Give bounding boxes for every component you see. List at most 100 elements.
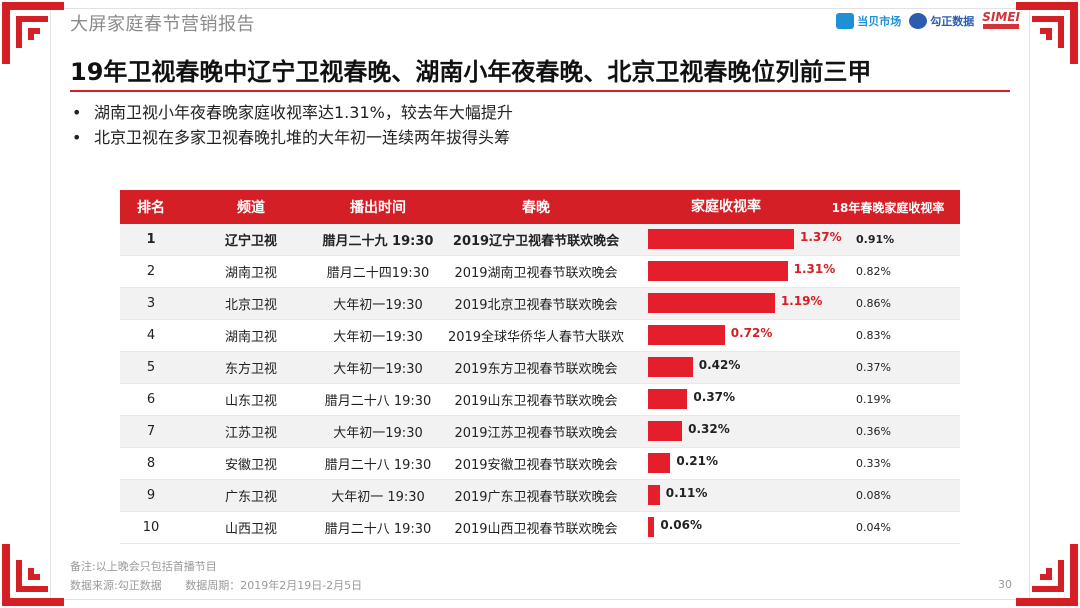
- rating-bar: [648, 357, 693, 377]
- table-row: 7 江苏卫视 大年初一19:30 2019江苏卫视春节联欢晚会 0.32% 0.36%: [120, 416, 960, 448]
- time-cell: 腊月二十九 19:30: [322, 234, 434, 249]
- rating-bar: [648, 325, 725, 345]
- rating-label: 0.06%: [660, 518, 703, 532]
- prev-rating-cell: 0.19%: [856, 393, 891, 406]
- rating-cell: 1.31%: [636, 256, 835, 287]
- channel-cell: 东方卫视: [224, 362, 277, 377]
- show-cell: 2019安徽卫视春节联欢晚会: [454, 458, 618, 473]
- gouzheng-logo-icon: [909, 13, 928, 29]
- rank-cell: 1: [146, 232, 156, 247]
- rating-label: 0.72%: [730, 326, 773, 340]
- table-row: 10 山西卫视 腊月二十八 19:30 2019山西卫视春节联欢晚会 0.06% 0.04…: [120, 512, 960, 544]
- time-cell: 腊月二十八 19:30: [324, 458, 432, 473]
- time-cell: 腊月二十八 19:30: [324, 522, 432, 537]
- bullet-item: 湖南卫视小年夜春晚家庭收视率达1.31%，较去年大幅提升: [72, 100, 513, 125]
- dangbei-logo: 当贝市场: [836, 10, 901, 32]
- channel-cell: 江苏卫视: [224, 426, 277, 441]
- channel-cell: 山东卫视: [224, 394, 277, 409]
- rating-bar: [648, 453, 671, 473]
- rating-bar: [648, 421, 683, 441]
- rating-cell: 0.37%: [636, 384, 816, 415]
- rating-bar: [648, 229, 794, 249]
- rank-cell: 4: [146, 328, 156, 343]
- channel-cell: 北京卫视: [224, 298, 277, 313]
- corner-ornament-icon: [1014, 0, 1080, 66]
- bullet-item: 北京卫视在多家卫视春晚扎堆的大年初一连续两年拔得头筹: [72, 125, 513, 150]
- rating-label: 0.21%: [676, 454, 719, 468]
- rating-cell: 0.11%: [636, 480, 816, 511]
- prev-rating-cell: 0.83%: [856, 329, 891, 342]
- rank-cell: 3: [146, 296, 156, 311]
- header-time: 播出时间: [350, 200, 406, 216]
- simei-logo: SIMEI: [982, 10, 1020, 32]
- header-rating: 家庭收视率: [691, 199, 761, 215]
- title-divider: [70, 90, 1010, 92]
- rank-cell: 5: [146, 360, 156, 375]
- rank-cell: 6: [146, 392, 156, 407]
- rating-label: 1.31%: [793, 262, 836, 276]
- rank-cell: 8: [146, 456, 156, 471]
- rating-cell: 1.19%: [636, 288, 822, 319]
- show-cell: 2019山西卫视春节联欢晚会: [454, 522, 618, 537]
- table-row: 1 辽宁卫视 腊月二十九 19:30 2019辽宁卫视春节联欢晚会 1.37% 0.91%: [120, 224, 960, 256]
- header-rank: 排名: [137, 200, 165, 216]
- table-row: 9 广东卫视 大年初一 19:30 2019广东卫视春节联欢晚会 0.11% 0.08%: [120, 480, 960, 512]
- rating-cell: 1.37%: [636, 224, 842, 255]
- time-cell: 大年初一19:30: [333, 362, 423, 377]
- time-cell: 大年初一19:30: [333, 330, 423, 345]
- show-cell: 2019全球华侨华人春节大联欢: [447, 330, 625, 345]
- channel-cell: 湖南卫视: [224, 266, 277, 281]
- rating-label: 0.37%: [693, 390, 736, 404]
- logo-group: 当贝市场 勾正数据 SIMEI: [836, 10, 1020, 32]
- rating-bar: [648, 517, 655, 537]
- source-line: 数据来源:勾正数据 数据周期：2019年2月19日-2月5日: [70, 577, 382, 593]
- show-cell: 2019江苏卫视春节联欢晚会: [454, 426, 618, 441]
- dangbei-logo-icon: [836, 13, 855, 29]
- page-number: 30: [998, 578, 1012, 591]
- rating-cell: 0.72%: [636, 320, 816, 351]
- rank-cell: 7: [146, 424, 156, 439]
- prev-rating-cell: 0.86%: [856, 297, 891, 310]
- prev-rating-cell: 0.91%: [856, 233, 895, 246]
- time-cell: 大年初一19:30: [333, 298, 423, 313]
- rating-bar: [648, 293, 775, 313]
- table-row: 2 湖南卫视 腊月二十四19:30 2019湖南卫视春节联欢晚会 1.31% 0.82%: [120, 256, 960, 288]
- show-cell: 2019北京卫视春节联欢晚会: [454, 298, 618, 313]
- slide-frame: [50, 8, 1030, 600]
- rating-label: 1.19%: [780, 294, 823, 308]
- rating-bar: [648, 389, 688, 409]
- rating-label: 0.11%: [665, 486, 708, 500]
- header-prev-rating: 18年春晚家庭收视率: [831, 200, 945, 215]
- prev-rating-cell: 0.36%: [856, 425, 891, 438]
- table-row: 4 湖南卫视 大年初一19:30 2019全球华侨华人春节大联欢 0.72% 0.83%: [120, 320, 960, 352]
- footnote: 备注:以上晚会只包括首播节目: [70, 560, 217, 573]
- ratings-table: 排名 频道 播出时间 春晚 家庭收视率 18年春晚家庭收视率 1 辽宁卫视 腊月二十…: [120, 190, 960, 544]
- bullet-list: 湖南卫视小年夜春晚家庭收视率达1.31%，较去年大幅提升 北京卫视在多家卫视春晚…: [72, 100, 513, 150]
- show-cell: 2019东方卫视春节联欢晚会: [454, 362, 618, 377]
- report-title: 大屏家庭春节营销报告: [70, 14, 255, 35]
- channel-cell: 山西卫视: [224, 522, 277, 537]
- rank-cell: 2: [146, 264, 156, 279]
- show-cell: 2019广东卫视春节联欢晚会: [454, 490, 618, 505]
- prev-rating-cell: 0.37%: [856, 361, 891, 374]
- rating-bar: [648, 485, 660, 505]
- rating-cell: 0.42%: [636, 352, 816, 383]
- show-cell: 2019湖南卫视春节联欢晚会: [454, 266, 618, 281]
- page-title: 19年卫视春晚中辽宁卫视春晚、湖南小年夜春晚、北京卫视春晚位列前三甲: [70, 58, 872, 86]
- time-cell: 大年初一 19:30: [331, 490, 425, 505]
- corner-ornament-icon: [0, 0, 66, 66]
- rating-cell: 0.21%: [636, 448, 816, 479]
- channel-cell: 湖南卫视: [224, 330, 277, 345]
- rating-label: 0.32%: [688, 422, 730, 436]
- gouzheng-logo: 勾正数据: [909, 10, 974, 32]
- show-cell: 2019山东卫视春节联欢晚会: [454, 394, 618, 409]
- show-cell: 2019辽宁卫视春节联欢晚会: [452, 234, 620, 249]
- data-source: 数据来源:勾正数据: [70, 579, 162, 592]
- prev-rating-cell: 0.08%: [856, 489, 891, 502]
- rating-label: 1.37%: [800, 230, 842, 244]
- channel-cell: 辽宁卫视: [224, 234, 277, 249]
- table-row: 5 东方卫视 大年初一19:30 2019东方卫视春节联欢晚会 0.42% 0.37%: [120, 352, 960, 384]
- table-body: 1 辽宁卫视 腊月二十九 19:30 2019辽宁卫视春节联欢晚会 1.37% 0.91%…: [120, 224, 960, 544]
- data-period: 数据周期：2019年2月19日-2月5日: [185, 579, 363, 592]
- rating-label: 0.42%: [698, 358, 741, 372]
